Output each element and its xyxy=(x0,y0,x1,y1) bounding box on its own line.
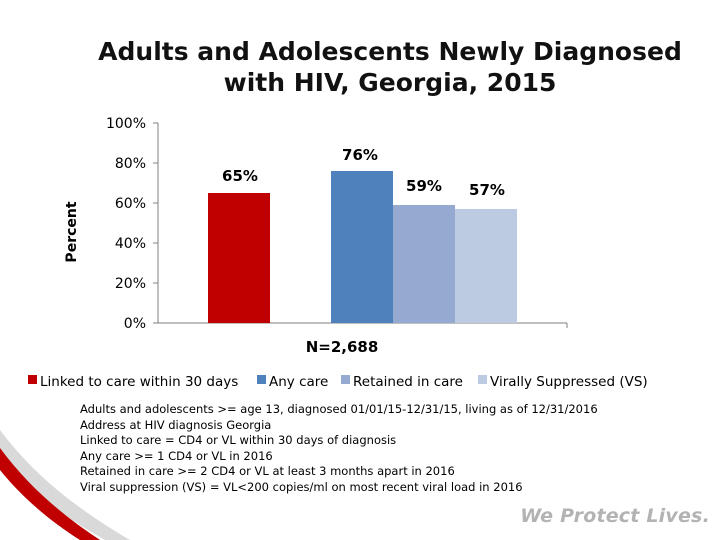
chart-title-line-1: Adults and Adolescents Newly Diagnosed xyxy=(98,37,682,66)
footnote-line: Address at HIV diagnosis Georgia xyxy=(80,417,272,432)
y-tick-label: 80% xyxy=(115,156,146,172)
chart-title-line-2: with HIV, Georgia, 2015 xyxy=(223,68,557,97)
legend-label: Retained in care xyxy=(353,374,463,390)
y-tick-label: 20% xyxy=(115,276,146,292)
bar-data-label: 57% xyxy=(469,181,505,199)
footnote-line: Retained in care >= 2 CD4 or VL at least… xyxy=(80,464,455,478)
tagline: We Protect Lives. xyxy=(520,505,710,527)
y-tick-label: 100% xyxy=(106,116,146,132)
y-tick-label: 0% xyxy=(124,316,146,332)
y-axis-label: Percent xyxy=(64,201,80,262)
legend-swatch xyxy=(478,375,487,384)
legend-swatch xyxy=(341,375,350,384)
x-axis-label: N=2,688 xyxy=(306,338,379,356)
y-tick-label: 40% xyxy=(115,236,146,252)
bar-data-label: 59% xyxy=(406,177,442,195)
bar xyxy=(455,209,517,323)
legend-label: Any care xyxy=(269,374,328,390)
legend-swatch xyxy=(257,375,266,384)
footnote-line: Linked to care = CD4 or VL within 30 day… xyxy=(80,433,397,447)
bar-data-label: 65% xyxy=(222,167,258,185)
legend-swatch xyxy=(28,375,37,384)
bar-chart: 0% 20% 40% 60% 80% 100% Percent 65% 76% 59% 57% N=2… xyxy=(28,116,648,390)
footnote-line: Any care >= 1 CD4 or VL in 2016 xyxy=(80,448,273,463)
bar-data-label: 76% xyxy=(342,146,378,164)
legend-label: Linked to care within 30 days xyxy=(40,374,238,390)
legend-label: Virally Suppressed (VS) xyxy=(490,374,648,390)
y-tick-label: 60% xyxy=(115,196,146,212)
footnotes: Adults and adolescents >= age 13, diagno… xyxy=(80,402,700,495)
footnote-line: Adults and adolescents >= age 13, diagno… xyxy=(80,402,598,416)
bar xyxy=(208,193,270,323)
bar xyxy=(393,205,455,323)
bar xyxy=(331,171,393,323)
chart-title: Adults and Adolescents Newly Diagnosed w… xyxy=(60,36,720,98)
footnote-line: Viral suppression (VS) = VL<200 copies/m… xyxy=(80,479,523,494)
